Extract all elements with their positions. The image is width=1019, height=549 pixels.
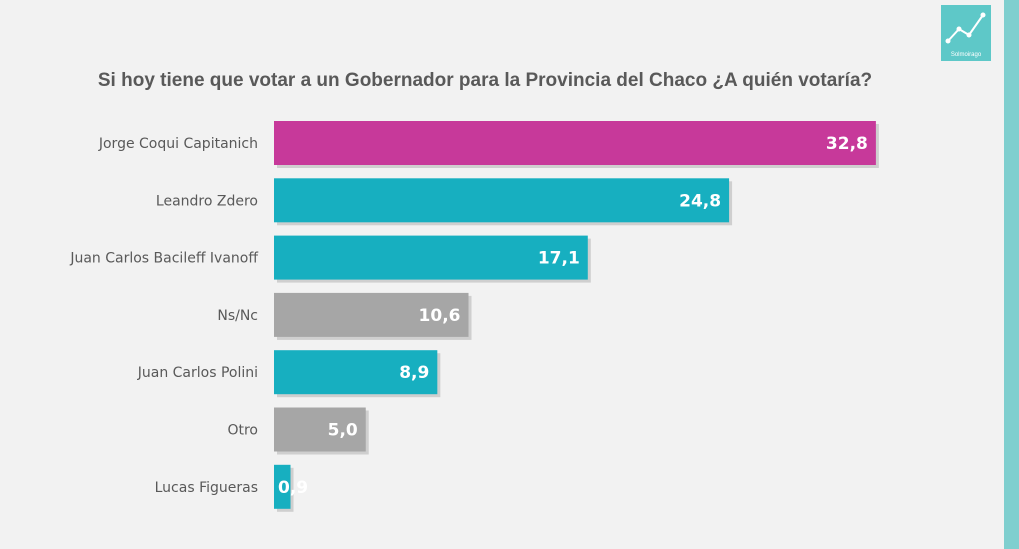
category-label: Ns/Nc — [217, 308, 258, 324]
value-label: 17,1 — [538, 249, 580, 269]
category-label: Jorge Coqui Capitanich — [98, 136, 258, 152]
category-label: Juan Carlos Polini — [137, 365, 258, 381]
value-label: 8,9 — [399, 363, 429, 383]
value-label: 10,6 — [419, 306, 461, 326]
bar-6 — [274, 464, 291, 509]
chart-title: Si hoy tiene que votar a un Gobernador p… — [97, 70, 873, 91]
category-label: Lucas Figueras — [155, 480, 258, 496]
bar-4 — [274, 350, 438, 395]
value-label: 32,8 — [826, 134, 868, 154]
value-label: 0,9 — [278, 478, 308, 498]
bar-1 — [274, 178, 730, 223]
bar-5 — [274, 407, 366, 452]
value-label: 24,8 — [679, 191, 721, 211]
value-label: 5,0 — [328, 421, 358, 441]
bar-2 — [274, 235, 588, 280]
brand-logo: Solmoirago — [941, 5, 991, 61]
chart-line-icon — [945, 12, 986, 44]
bar-0 — [274, 121, 876, 165]
category-label: Juan Carlos Bacileff Ivanoff — [69, 251, 258, 267]
logo-text: Solmoirago — [950, 52, 982, 58]
right-edge-strip — [1004, 0, 1019, 549]
category-label: Leandro Zdero — [156, 193, 258, 209]
bar-3 — [274, 292, 469, 337]
category-label: Otro — [227, 423, 258, 439]
